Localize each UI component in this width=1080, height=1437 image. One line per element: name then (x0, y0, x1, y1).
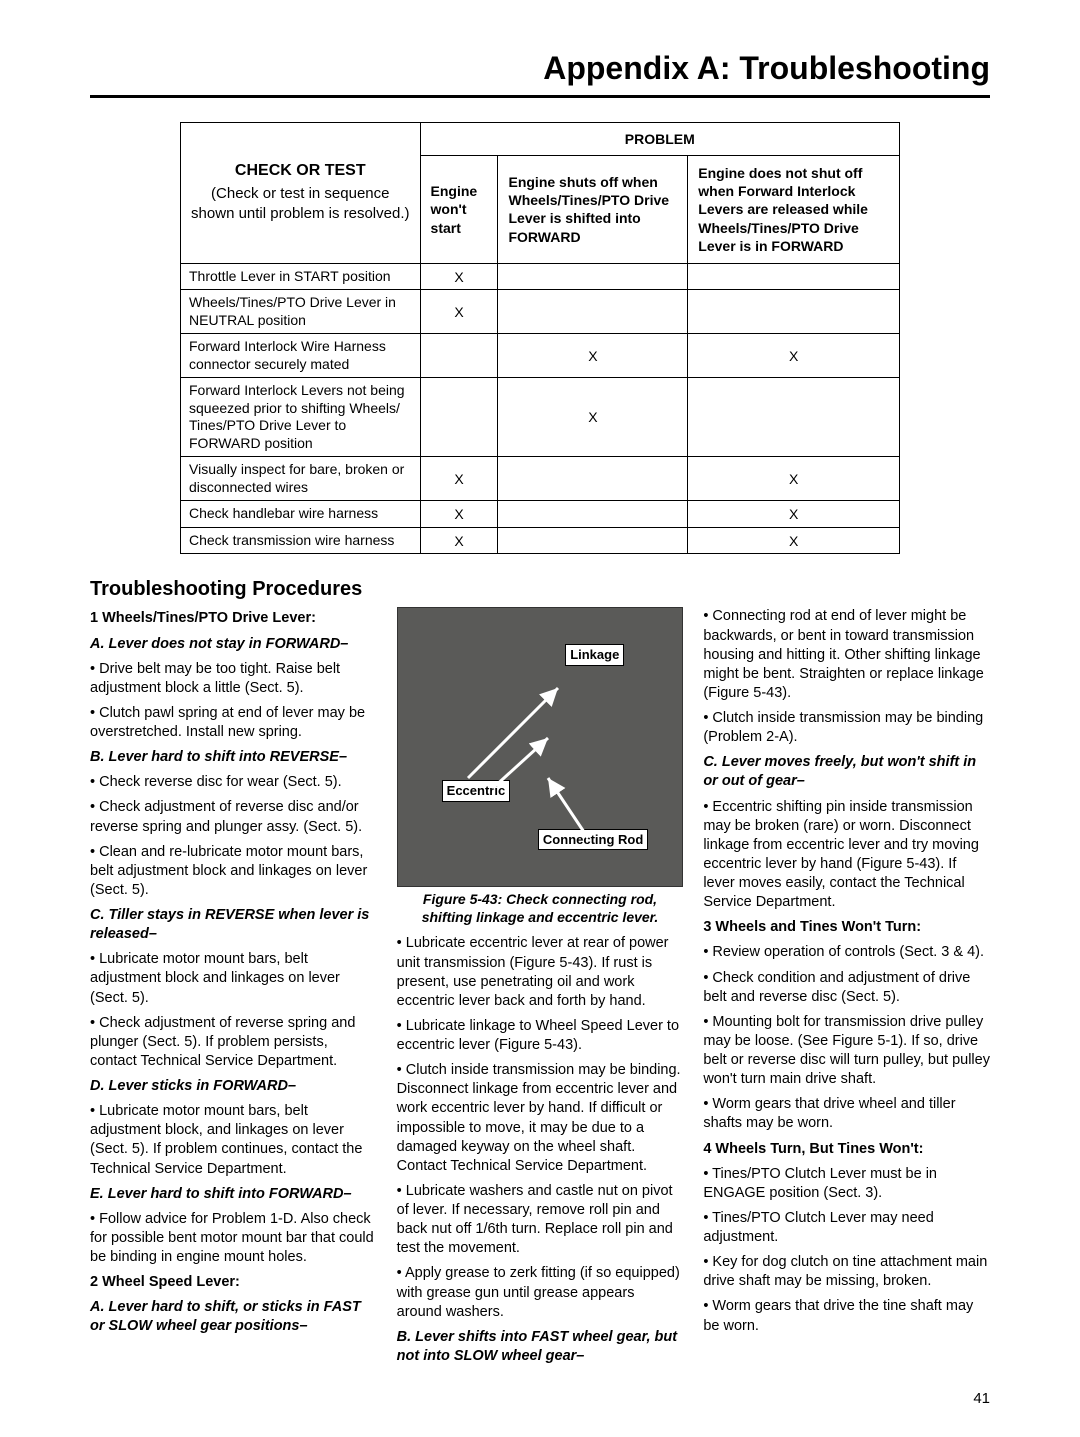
mark-cell: X (420, 290, 498, 334)
body-text: • Review operation of controls (Sect. 3 … (703, 943, 990, 962)
body-text: • Eccentric shifting pin inside transmis… (703, 798, 990, 913)
body-text: • Worm gears that drive the tine shaft m… (703, 1297, 990, 1335)
col-header-1: Engine won't start (420, 156, 498, 264)
mark-cell (498, 290, 688, 334)
mark-cell: X (688, 334, 900, 378)
body-text: • Lubricate washers and castle nut on pi… (397, 1182, 684, 1259)
proc-1b-head: B. Lever hard to shift into REVERSE– (90, 748, 377, 767)
check-test-title: CHECK OR TEST (189, 162, 412, 180)
troubleshooting-table: CHECK OR TEST (Check or test in sequence… (180, 122, 900, 554)
check-test-sub: (Check or test in sequence shown until p… (189, 184, 412, 223)
check-test-header: CHECK OR TEST (Check or test in sequence… (181, 123, 421, 264)
row-label: Wheels/Tines/PTO Drive Lever in NEUTRAL … (181, 290, 421, 334)
proc-2a-head: A. Lever hard to shift, or sticks in FAS… (90, 1298, 377, 1336)
table-row: Forward Interlock Levers not being squee… (181, 378, 900, 457)
figure-5-43: Linkage Eccentric Connecting Rod Figure … (397, 607, 684, 926)
body-text: • Connecting rod at end of lever might b… (703, 607, 990, 703)
table-row: Check transmission wire harnessXX (181, 527, 900, 554)
row-label: Forward Interlock Levers not being squee… (181, 378, 421, 457)
mark-cell (420, 334, 498, 378)
mark-cell (688, 290, 900, 334)
body-text: • Lubricate motor mount bars, belt adjus… (90, 1102, 377, 1179)
body-text: • Worm gears that drive wheel and tiller… (703, 1095, 990, 1133)
mark-cell: X (420, 501, 498, 528)
mark-cell: X (688, 527, 900, 554)
proc-1d-head: D. Lever sticks in FORWARD– (90, 1077, 377, 1096)
row-label: Visually inspect for bare, broken or dis… (181, 457, 421, 501)
body-text: • Lubricate eccentric lever at rear of p… (397, 934, 684, 1011)
mark-cell (420, 378, 498, 457)
body-text: • Lubricate motor mount bars, belt adjus… (90, 950, 377, 1007)
problem-header: PROBLEM (420, 123, 899, 156)
header-rule (90, 95, 990, 98)
mark-cell: X (420, 457, 498, 501)
row-label: Throttle Lever in START position (181, 263, 421, 290)
proc-2-head: 2 Wheel Speed Lever: (90, 1273, 377, 1292)
mark-cell: X (688, 457, 900, 501)
body-text: • Tines/PTO Clutch Lever may need adjust… (703, 1209, 990, 1247)
row-label: Check transmission wire harness (181, 527, 421, 554)
mark-cell (498, 501, 688, 528)
table-row: Visually inspect for bare, broken or dis… (181, 457, 900, 501)
figure-caption: Figure 5-43: Check connecting rod, shift… (397, 891, 684, 926)
page-number: 41 (90, 1390, 990, 1407)
body-text: • Follow advice for Problem 1-D. Also ch… (90, 1210, 377, 1267)
row-label: Forward Interlock Wire Harness connector… (181, 334, 421, 378)
mark-cell: X (498, 334, 688, 378)
col-header-2: Engine shuts off when Wheels/Tines/PTO D… (498, 156, 688, 264)
proc-3-head: 3 Wheels and Tines Won't Turn: (703, 918, 990, 937)
proc-1a-head: A. Lever does not stay in FORWARD– (90, 635, 377, 654)
table-row: Forward Interlock Wire Harness connector… (181, 334, 900, 378)
body-text: • Lubricate linkage to Wheel Speed Lever… (397, 1017, 684, 1055)
appendix-title: Appendix A: Troubleshooting (90, 50, 990, 87)
body-text: • Clutch pawl spring at end of lever may… (90, 704, 377, 742)
body-text: • Check reverse disc for wear (Sect. 5). (90, 773, 377, 792)
table-row: Check handlebar wire harnessXX (181, 501, 900, 528)
proc-2c-head: C. Lever moves freely, but won't shift i… (703, 753, 990, 791)
mark-cell: X (420, 263, 498, 290)
col-header-3: Engine does not shut off when Forward In… (688, 156, 900, 264)
body-text: • Tines/PTO Clutch Lever must be in ENGA… (703, 1165, 990, 1203)
body-text: • Check condition and adjustment of driv… (703, 969, 990, 1007)
proc-4-head: 4 Wheels Turn, But Tines Won't: (703, 1140, 990, 1159)
proc-2b-head: B. Lever shifts into FAST wheel gear, bu… (397, 1328, 684, 1366)
mark-cell: X (688, 501, 900, 528)
proc-1c-head: C. Tiller stays in REVERSE when lever is… (90, 906, 377, 944)
proc-1-head: 1 Wheels/Tines/PTO Drive Lever: (90, 609, 377, 628)
body-text: • Check adjustment of reverse disc and/o… (90, 798, 377, 836)
body-text: • Drive belt may be too tight. Raise bel… (90, 660, 377, 698)
body-text: • Mounting bolt for transmission drive p… (703, 1013, 990, 1090)
mark-cell (498, 457, 688, 501)
body-columns: 1 Wheels/Tines/PTO Drive Lever: A. Lever… (90, 607, 990, 1366)
proc-1e-head: E. Lever hard to shift into FORWARD– (90, 1185, 377, 1204)
body-text: • Apply grease to zerk fitting (if so eq… (397, 1264, 684, 1321)
table-row: Throttle Lever in START positionX (181, 263, 900, 290)
mark-cell (688, 263, 900, 290)
figure-image: Linkage Eccentric Connecting Rod (397, 607, 684, 887)
procedures-title: Troubleshooting Procedures (90, 578, 990, 601)
mark-cell: X (498, 378, 688, 457)
mark-cell (688, 378, 900, 457)
body-text: • Key for dog clutch on tine attachment … (703, 1253, 990, 1291)
body-text: • Clean and re-lubricate motor mount bar… (90, 843, 377, 900)
figure-tag-linkage: Linkage (565, 644, 624, 665)
row-label: Check handlebar wire harness (181, 501, 421, 528)
body-text: • Clutch inside transmission may be bind… (397, 1061, 684, 1176)
body-text: • Check adjustment of reverse spring and… (90, 1014, 377, 1071)
arrow-icon (538, 768, 608, 848)
mark-cell (498, 263, 688, 290)
mark-cell: X (420, 527, 498, 554)
body-text: • Clutch inside transmission may be bind… (703, 709, 990, 747)
mark-cell (498, 527, 688, 554)
table-row: Wheels/Tines/PTO Drive Lever in NEUTRAL … (181, 290, 900, 334)
